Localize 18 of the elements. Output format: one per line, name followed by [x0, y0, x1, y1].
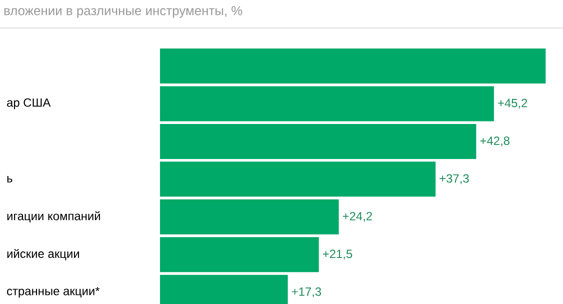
- bar: [160, 86, 494, 122]
- bar: [160, 124, 476, 159]
- chart-title: вложении в различные инструменты, %: [4, 6, 242, 18]
- bar: [160, 162, 436, 197]
- y-tick-label: ь: [7, 176, 12, 182]
- data-label: +17,3: [292, 287, 322, 298]
- data-label: +24,2: [342, 212, 372, 222]
- data-label: +42,8: [480, 136, 510, 146]
- data-label: +45,2: [498, 98, 528, 109]
- bar: [160, 48, 546, 84]
- y-tick-label: ар США: [7, 98, 51, 110]
- y-tick-label: ийские акции: [7, 248, 79, 260]
- y-tick-label: игации компаний: [7, 211, 100, 223]
- y-tick-label: странные акции*: [7, 286, 100, 298]
- bar: [160, 199, 339, 234]
- bar: [160, 237, 319, 272]
- data-label: +37,3: [440, 174, 469, 184]
- data-label: +21,5: [322, 250, 352, 260]
